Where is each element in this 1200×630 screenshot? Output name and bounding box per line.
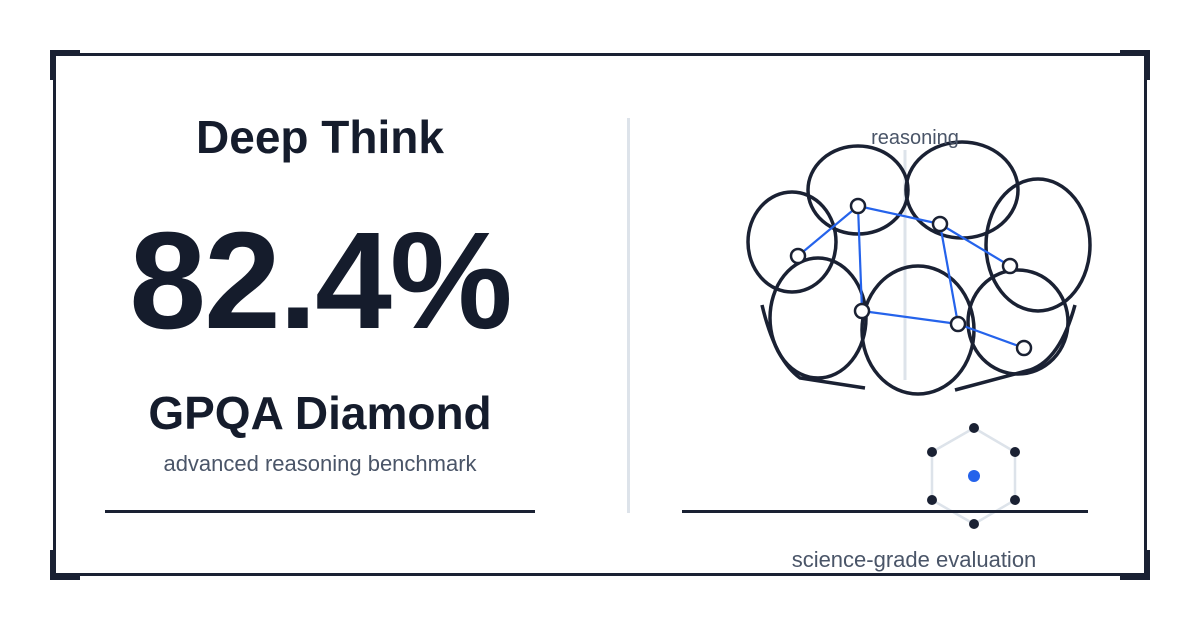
corner-accent [1120,574,1150,580]
left-underline [105,510,535,513]
vertical-divider [627,118,630,513]
network-node [1015,339,1033,357]
network-node [789,247,807,265]
evaluation-label: science-grade evaluation [791,547,1037,572]
network-node [1001,257,1019,275]
network-node [853,302,871,320]
corner-accent [50,50,56,80]
corner-accent [50,550,56,580]
network-node [931,215,949,233]
right-underline [682,510,1088,513]
network-node [849,197,867,215]
corner-accent [50,574,80,580]
score-value: 82.4% [129,204,512,358]
hexagon-molecule-icon [927,423,1020,529]
network-node [949,315,967,333]
corner-accent [1144,50,1150,80]
corner-accent [50,50,80,56]
brand-title: Deep Think [196,111,444,163]
benchmark-description: advanced reasoning benchmark [163,451,477,476]
benchmark-name: GPQA Diamond [148,387,492,439]
card-frame [53,53,1147,576]
corner-accent [1144,550,1150,580]
reasoning-label: reasoning [871,127,959,149]
corner-accent [1120,50,1150,56]
